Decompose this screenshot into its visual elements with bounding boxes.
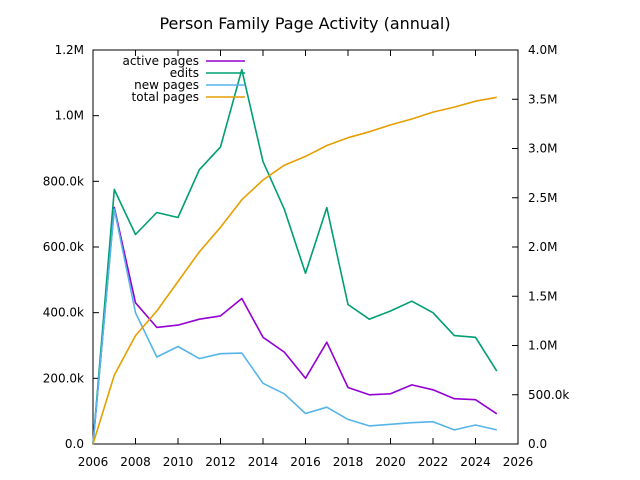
y2-tick-label: 2.0M (528, 240, 557, 254)
x-tick-label: 2014 (248, 455, 279, 469)
y2-tick-label: 500.0k (528, 388, 569, 402)
y-tick-label: 800.0k (43, 174, 84, 188)
series-line-active-pages (92, 206, 498, 445)
x-tick-label: 2018 (333, 455, 364, 469)
y-tick-label: 200.0k (43, 371, 84, 385)
y2-tick-label: 2.5M (528, 191, 557, 205)
y-tick-label: 1.2M (55, 43, 84, 57)
x-tick-label: 2008 (120, 455, 151, 469)
plot-frame (92, 49, 519, 445)
y2-tick-label: 3.0M (528, 142, 557, 156)
y2-tick-label: 4.0M (528, 43, 557, 57)
legend-label-edits: edits (170, 66, 199, 80)
series-layer (92, 68, 498, 445)
x-tick-label: 2016 (290, 455, 321, 469)
y-tick-label: 0.0 (65, 437, 84, 451)
y2-tick-label: 0.0 (528, 437, 547, 451)
series-line-total-pages (92, 96, 497, 445)
legend-label-total-pages: total pages (132, 90, 199, 104)
series-line-new-pages (92, 208, 497, 445)
legend-label-new-pages: new pages (134, 78, 199, 92)
x-tick-label: 2020 (375, 455, 406, 469)
x-tick-label: 2006 (78, 455, 109, 469)
y-tick-label: 600.0k (43, 240, 84, 254)
x-tick-label: 2010 (163, 455, 194, 469)
x-tick-label: 2026 (503, 455, 534, 469)
chart-title: Person Family Page Activity (annual) (159, 14, 450, 33)
y-tick-label: 400.0k (43, 306, 84, 320)
y2-tick-label: 3.5M (528, 92, 557, 106)
legend-label-active-pages: active pages (122, 54, 199, 68)
plot-axes: 2006 2008 2010 2012 2014 2016 2018 2020 2022 2024… (43, 43, 570, 469)
x-tick-label: 2012 (205, 455, 236, 469)
y-tick-label: 1.0M (55, 109, 84, 123)
y2-tick-label: 1.0M (528, 339, 557, 353)
x-tick-label: 2024 (460, 455, 491, 469)
series-line-edits (92, 68, 498, 445)
x-tick-label: 2022 (418, 455, 449, 469)
y2-tick-label: 1.5M (528, 289, 557, 303)
